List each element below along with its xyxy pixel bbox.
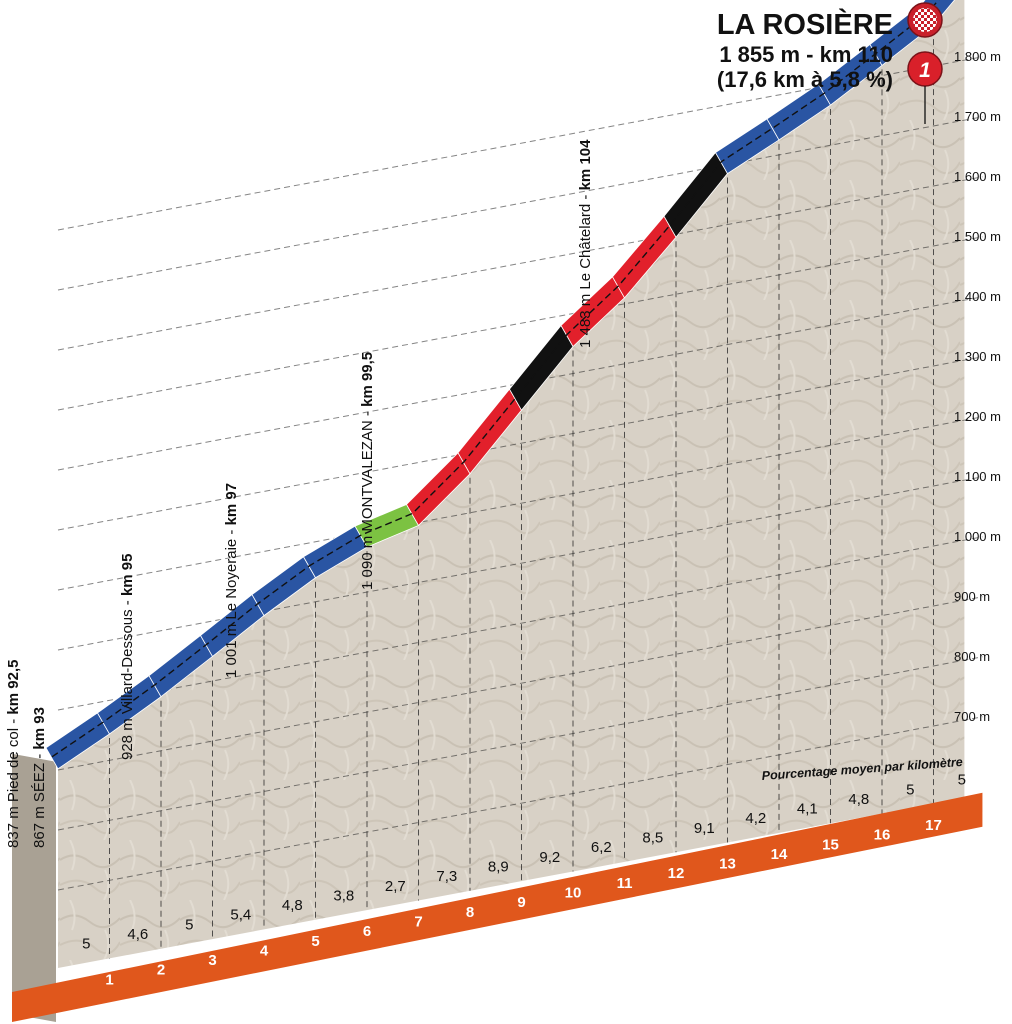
km-percentage: 4,6 bbox=[127, 926, 148, 943]
y-tick-label: 1 700 m bbox=[954, 109, 1001, 124]
waypoint-km: km 92,5 bbox=[5, 660, 22, 715]
km-percentage: 7,3 bbox=[436, 868, 457, 885]
km-percentage: 4,1 bbox=[797, 801, 818, 818]
km-marker: 6 bbox=[363, 923, 371, 940]
y-axis-ticks: 700 m 800 m 900 m 1 000 m 1 100 m 1 200 m 1 30… bbox=[954, 49, 1001, 724]
km-percentage: 2,7 bbox=[385, 878, 406, 895]
summit-elevation-km: 1 855 m - km 110 bbox=[719, 42, 893, 67]
km-marker: 3 bbox=[208, 952, 216, 969]
checkered-flag-pattern bbox=[913, 8, 937, 32]
grid-line-h bbox=[57, 536, 983, 711]
km-percentage: 5,4 bbox=[230, 907, 251, 924]
km-marker: 13 bbox=[719, 856, 736, 873]
waypoint-km: km 97 bbox=[223, 483, 240, 526]
km-marker: 10 bbox=[565, 885, 582, 902]
km-percentage: 5 bbox=[185, 916, 193, 933]
category-number: 1 bbox=[919, 59, 931, 82]
waypoint-km: km 99,5 bbox=[359, 352, 376, 407]
km-percentage: 9,2 bbox=[539, 849, 560, 866]
grid-line-h bbox=[57, 116, 983, 291]
km-percentage: 5 bbox=[906, 781, 914, 798]
km-marker: 16 bbox=[874, 827, 891, 844]
y-tick-label: 1 100 m bbox=[954, 469, 1001, 484]
y-tick-label: 900 m bbox=[954, 589, 990, 604]
km-marker: 5 bbox=[311, 933, 319, 950]
km-percentage: 8,9 bbox=[488, 858, 509, 875]
km-percentage: 4,8 bbox=[282, 897, 303, 914]
y-tick-label: 1 200 m bbox=[954, 409, 1001, 424]
waypoint-labels: 837 m Pied de col - km 92,5 867 m SÉEZ - … bbox=[5, 139, 594, 848]
waypoint-name: 928 m Villard-Dessous - bbox=[119, 596, 136, 760]
waypoint-name: 1 001 m Le Noyeraie - bbox=[223, 525, 240, 678]
terrain-area bbox=[58, 0, 965, 968]
grid-line-h bbox=[57, 236, 983, 411]
grid-line-h bbox=[57, 596, 983, 771]
y-tick-label: 1 000 m bbox=[954, 529, 1001, 544]
waypoint-label: 867 m SÉEZ - km 93 bbox=[31, 707, 48, 848]
grid-line-h bbox=[57, 716, 983, 891]
y-tick-label: 800 m bbox=[954, 649, 990, 664]
waypoint-km: km 93 bbox=[31, 707, 48, 750]
waypoint-name: 1 090 m MONTVALEZAN - bbox=[359, 407, 376, 590]
y-tick-label: 1 500 m bbox=[954, 229, 1001, 244]
summit-climb-stats: (17,6 km à 5,8 %) bbox=[717, 67, 893, 92]
grid-line-h bbox=[57, 176, 983, 351]
y-tick-label: 1 600 m bbox=[954, 169, 1001, 184]
km-marker: 17 bbox=[925, 817, 942, 834]
km-percentage: 4,2 bbox=[745, 810, 766, 827]
waypoint-label: 1 090 m MONTVALEZAN - km 99,5 bbox=[359, 352, 376, 590]
waypoint-name: 1 483 m Le Châtelard - bbox=[577, 190, 594, 348]
km-percentage: 3,8 bbox=[333, 887, 354, 904]
km-marker: 14 bbox=[771, 846, 788, 863]
km-percentage: 8,5 bbox=[642, 830, 663, 847]
km-percentage: 5 bbox=[958, 772, 966, 789]
km-percentages: 5 4,6 5 5,4 4,8 3,8 2,7 7,3 8,9 9,2 6,2 8,5 9,1 4,2 4,… bbox=[82, 772, 966, 953]
waypoint-km: km 95 bbox=[119, 554, 136, 597]
y-tick-label: 1 400 m bbox=[954, 289, 1001, 304]
waypoint-label: 928 m Villard-Dessous - km 95 bbox=[119, 554, 136, 761]
waypoint-label: 1 483 m Le Châtelard - km 104 bbox=[577, 139, 594, 348]
base-band-shape bbox=[12, 792, 983, 1022]
y-tick-label: 1 300 m bbox=[954, 349, 1001, 364]
km-marker: 15 bbox=[822, 836, 839, 853]
km-percentage: 9,1 bbox=[694, 820, 715, 837]
km-marker: 7 bbox=[414, 913, 422, 930]
km-percentage: 6,2 bbox=[591, 839, 612, 856]
grid-lines bbox=[57, 29, 983, 959]
ridge-dashed-line bbox=[51, 0, 940, 758]
km-marker: 2 bbox=[157, 962, 165, 979]
start-side-block bbox=[12, 753, 56, 1022]
km-marker: 1 bbox=[105, 971, 113, 988]
km-base-band bbox=[12, 792, 983, 1022]
waypoint-km: km 104 bbox=[577, 139, 594, 191]
km-marker: 9 bbox=[517, 894, 525, 911]
waypoint-label: 837 m Pied de col - km 92,5 bbox=[5, 660, 22, 848]
km-percentage: 4,8 bbox=[848, 791, 869, 808]
grid-line-h bbox=[57, 656, 983, 831]
km-marker: 4 bbox=[260, 942, 269, 959]
waypoint-name: 837 m Pied de col - bbox=[5, 715, 22, 848]
km-marker: 8 bbox=[466, 904, 474, 921]
y-tick-label: 700 m bbox=[954, 709, 990, 724]
km-percentage: 5 bbox=[82, 936, 90, 953]
km-marker: 12 bbox=[668, 865, 685, 882]
km-marker: 11 bbox=[617, 875, 633, 892]
waypoint-label: 1 001 m Le Noyeraie - km 97 bbox=[223, 483, 240, 678]
y-tick-label: 1 800 m bbox=[954, 49, 1001, 64]
summit-name: LA ROSIÈRE bbox=[717, 7, 893, 41]
summit-info: LA ROSIÈRE 1 855 m - km 110 (17,6 km à 5… bbox=[717, 2, 943, 124]
grid-line-h bbox=[57, 356, 983, 531]
grid-line-h bbox=[57, 416, 983, 591]
grid-line-h bbox=[57, 476, 983, 651]
waypoint-name: 867 m SÉEZ - bbox=[31, 750, 48, 848]
